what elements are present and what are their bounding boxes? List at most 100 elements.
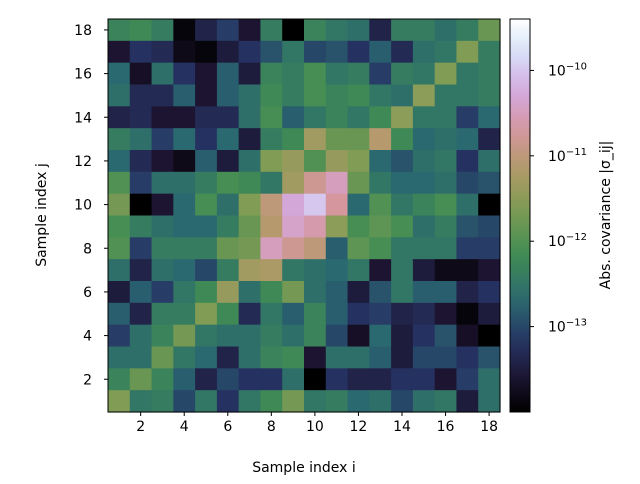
heatmap-cell xyxy=(108,368,131,391)
heatmap-cell xyxy=(369,368,392,391)
heatmap-cell xyxy=(412,84,436,107)
heatmap-cell xyxy=(456,193,479,217)
heatmap-cell xyxy=(195,368,218,391)
heatmap-cell xyxy=(129,62,153,86)
heatmap-cell xyxy=(391,390,414,413)
heatmap-cell xyxy=(282,62,305,86)
heatmap-cell xyxy=(260,84,283,107)
heatmap-cell xyxy=(456,346,479,369)
heatmap-cell xyxy=(347,215,370,238)
heatmap-cell xyxy=(325,237,349,260)
x-tick-label: 16 xyxy=(437,419,455,435)
heatmap-cell xyxy=(325,40,349,64)
heatmap-cell xyxy=(325,390,349,413)
heatmap-cell xyxy=(195,150,218,173)
heatmap-cell xyxy=(216,40,240,64)
heatmap-cell xyxy=(325,128,349,151)
heatmap-cell xyxy=(325,106,349,129)
heatmap-cell xyxy=(238,324,262,348)
colorbar xyxy=(509,18,531,413)
heatmap-cell xyxy=(456,84,479,107)
heatmap-cell xyxy=(456,128,479,151)
heatmap-cell xyxy=(391,106,414,129)
heatmap-cell xyxy=(347,237,370,260)
x-tick-label: 6 xyxy=(223,419,232,435)
heatmap-cell xyxy=(108,237,131,260)
heatmap-cell xyxy=(151,324,174,348)
heatmap-cell xyxy=(216,390,240,413)
heatmap-cell xyxy=(173,302,196,326)
heatmap-cell xyxy=(369,346,392,369)
heatmap-cell xyxy=(129,84,153,107)
heatmap-cell xyxy=(173,150,196,173)
heatmap-cell xyxy=(151,84,174,107)
heatmap-cell xyxy=(456,19,479,42)
heatmap-cell xyxy=(108,106,131,129)
heatmap-cell xyxy=(216,259,240,282)
heatmap-cell xyxy=(391,215,414,238)
heatmap-cell xyxy=(347,40,370,64)
heatmap-cell xyxy=(238,84,262,107)
heatmap-cell xyxy=(195,106,218,129)
heatmap-cell xyxy=(282,346,305,369)
heatmap-cell xyxy=(434,106,458,129)
heatmap-cell xyxy=(173,368,196,391)
plot-frame xyxy=(107,18,501,413)
heatmap-cell xyxy=(129,19,153,42)
heatmap-cell xyxy=(456,40,479,64)
heatmap-cell xyxy=(129,171,153,195)
heatmap-cell xyxy=(391,302,414,326)
heatmap-cell xyxy=(216,237,240,260)
heatmap-cell xyxy=(304,150,327,173)
heatmap-cell xyxy=(347,150,370,173)
y-tick-label: 18 xyxy=(74,23,92,39)
heatmap-cell xyxy=(173,215,196,238)
x-axis: 2 4 6 8 10 12 14 16 18 xyxy=(136,412,498,435)
heatmap-cell xyxy=(151,302,174,326)
heatmap-cell xyxy=(282,40,305,64)
heatmap-cell xyxy=(129,368,153,391)
heatmap-cell xyxy=(282,128,305,151)
heatmap-cell xyxy=(347,19,370,42)
heatmap-cell xyxy=(282,171,305,195)
heatmap-cell xyxy=(129,150,153,173)
heatmap-cell xyxy=(369,62,392,86)
heatmap-cell xyxy=(478,128,501,151)
heatmap-cell xyxy=(434,150,458,173)
heatmap-cell xyxy=(347,128,370,151)
heatmap-cell xyxy=(260,106,283,129)
heatmap-cell xyxy=(434,259,458,282)
heatmap-cell xyxy=(412,215,436,238)
heatmap-cell xyxy=(412,368,436,391)
heatmap-cell xyxy=(173,19,196,42)
heatmap-cell xyxy=(108,193,131,217)
heatmap-cell xyxy=(456,390,479,413)
heatmap-cell xyxy=(434,19,458,42)
heatmap-cell xyxy=(216,302,240,326)
heatmap-cell xyxy=(216,171,240,195)
heatmap-cell xyxy=(434,40,458,64)
heatmap-cell xyxy=(412,302,436,326)
heatmap-cell xyxy=(369,259,392,282)
heatmap-cell xyxy=(260,302,283,326)
heatmap-cell xyxy=(129,40,153,64)
y-tick-label: 14 xyxy=(74,110,92,126)
heatmap-cell xyxy=(129,128,153,151)
heatmap-cell xyxy=(108,346,131,369)
heatmap-cell xyxy=(325,171,349,195)
colorbar-ticks: 10−13 10−12 10−11 10−10 xyxy=(530,61,587,336)
heatmap-cell xyxy=(108,128,131,151)
heatmap-cell xyxy=(195,171,218,195)
heatmap-cell xyxy=(478,84,501,107)
heatmap-cell xyxy=(434,390,458,413)
heatmap-cell xyxy=(412,237,436,260)
heatmap-cell xyxy=(478,346,501,369)
heatmap-cell xyxy=(434,193,458,217)
heatmap-cell xyxy=(478,215,501,238)
heatmap-cell xyxy=(347,171,370,195)
heatmap-cell xyxy=(347,259,370,282)
heatmap-cell xyxy=(216,150,240,173)
heatmap-cell xyxy=(260,368,283,391)
heatmap-cell xyxy=(108,62,131,86)
heatmap-cell xyxy=(216,62,240,86)
